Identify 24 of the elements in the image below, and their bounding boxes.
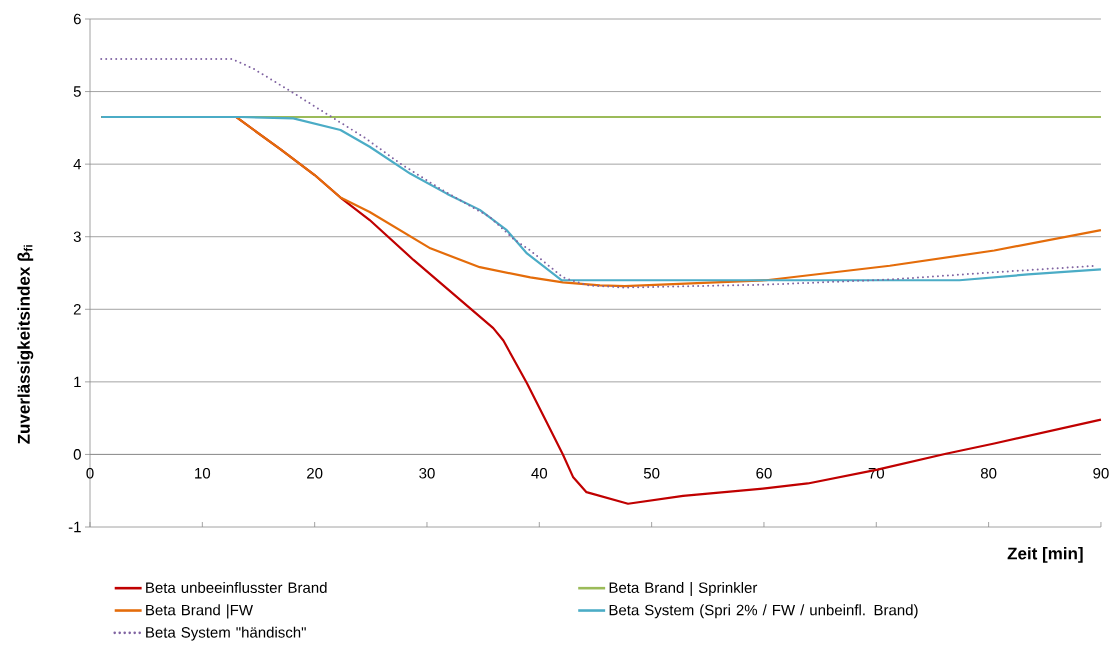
x-tick-label: 50	[643, 467, 660, 479]
y-tick-label: 6	[73, 13, 81, 25]
x-tick-label: 0	[86, 467, 94, 479]
y-axis-title: Zuverlässigkeitsindex β$_{fi}$	[17, 245, 34, 444]
x-tick-label: 40	[531, 467, 548, 479]
x-tick-label: 60	[756, 467, 772, 479]
x-axis-title: Zeit [min]	[1007, 547, 1083, 563]
y-tick-label: 3	[73, 231, 81, 243]
legend-label: Beta Brand |FW	[146, 604, 253, 619]
y-tick-label: 2	[73, 304, 81, 315]
x-tick-label: 20	[307, 467, 323, 479]
y-tick-label: 5	[73, 86, 81, 97]
x-tick-label: 90	[1093, 467, 1109, 479]
x-tick-label: 30	[419, 467, 435, 479]
x-tick-label: 80	[980, 467, 997, 479]
y-tick-label: -1	[68, 521, 81, 533]
y-tick-label: 4	[73, 158, 82, 170]
y-tick-label: 1	[74, 376, 81, 388]
x-tick-label: 10	[195, 467, 211, 479]
legend-label: Beta System (Spri 2% / FW / unbeinfl. Brand)	[609, 604, 918, 619]
legend-label: Beta Brand | Sprinkler	[609, 581, 758, 597]
y-tick-label: 0	[73, 449, 81, 460]
legend-label: Beta System "händisch"	[146, 626, 306, 641]
legend-label: Beta unbeeinflusster Brand	[146, 581, 327, 593]
